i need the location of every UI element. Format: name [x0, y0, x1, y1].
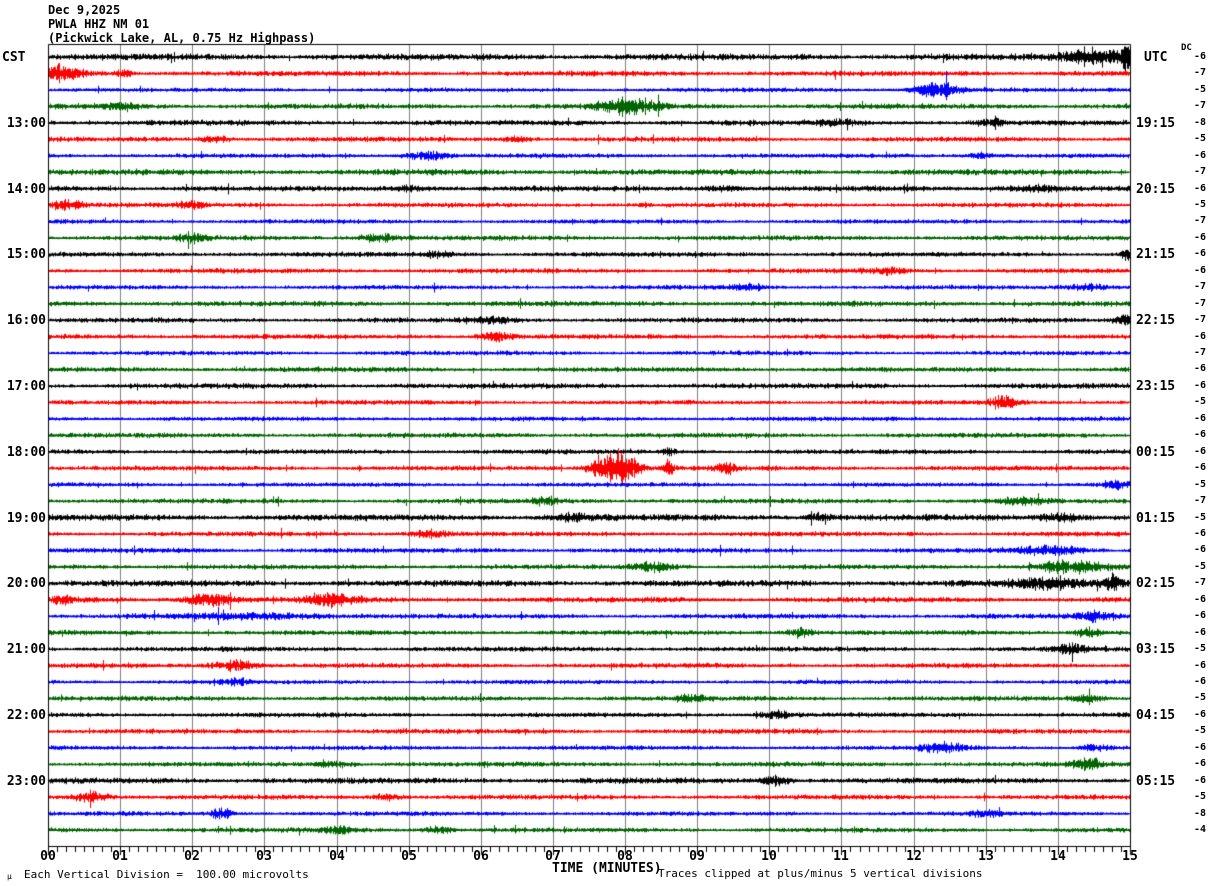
- right-time-label: 19:15: [1136, 115, 1176, 131]
- left-time-label: 17:00: [6, 378, 46, 394]
- dc-offset-value: -7: [1193, 281, 1206, 293]
- dc-offset-value: -7: [1193, 100, 1206, 112]
- left-time-label: 16:00: [6, 313, 46, 329]
- left-time-label: 18:00: [6, 444, 46, 460]
- dc-offset-value: -6: [1193, 330, 1206, 342]
- x-axis-tick-label: 07: [545, 849, 561, 864]
- dc-offset-value: -6: [1193, 774, 1206, 786]
- left-time-label: 21:00: [6, 642, 46, 658]
- dc-offset-value: -7: [1193, 67, 1206, 79]
- right-time-label: 03:15: [1136, 642, 1176, 658]
- x-axis-tick-label: 03: [256, 849, 272, 864]
- dc-offset-value: -6: [1193, 626, 1206, 638]
- dc-offset-value: -6: [1193, 593, 1206, 605]
- dc-offset-value: -5: [1193, 396, 1206, 408]
- x-axis-tick-label: 05: [401, 849, 417, 864]
- dc-offset-value: -8: [1193, 807, 1206, 819]
- title-station: PWLA HHZ NM 01: [48, 17, 150, 31]
- microvolt-mark: μ: [7, 872, 12, 881]
- x-axis-tick-label: 04: [329, 849, 345, 864]
- dc-offset-value: -5: [1193, 199, 1206, 211]
- left-time-label: 14:00: [6, 181, 46, 197]
- dc-offset-value: -5: [1193, 133, 1206, 145]
- dc-offset-value: -6: [1193, 462, 1206, 474]
- dc-offset-value: -5: [1193, 692, 1206, 704]
- dc-offset-value: -6: [1193, 708, 1206, 720]
- dc-offset-value: -6: [1193, 675, 1206, 687]
- dc-offset-value: -5: [1193, 511, 1206, 523]
- dc-offset-value: -6: [1193, 379, 1206, 391]
- dc-offset-value: -6: [1193, 429, 1206, 441]
- title-date: Dec 9,2025: [48, 3, 121, 17]
- right-time-label: 22:15: [1136, 313, 1176, 329]
- right-time-label: 05:15: [1136, 773, 1176, 789]
- dc-offset-value: -5: [1193, 478, 1206, 490]
- dc-offset-value: -6: [1193, 527, 1206, 539]
- x-axis-tick-label: 12: [906, 849, 922, 864]
- x-axis-tick-label: 11: [833, 849, 849, 864]
- dc-offset-value: -6: [1193, 231, 1206, 243]
- dc-offset-value: -6: [1193, 51, 1206, 62]
- dc-offset-value: -5: [1193, 791, 1206, 803]
- dc-offset-value: -6: [1193, 445, 1206, 457]
- x-axis-tick-label: 02: [184, 849, 200, 864]
- dc-offset-value: -5: [1193, 83, 1206, 95]
- dc-offset-value: -6: [1193, 149, 1206, 161]
- dc-offset-value: -7: [1193, 314, 1206, 326]
- dc-offset-value: -6: [1193, 741, 1206, 753]
- dc-offset-value: -4: [1193, 824, 1206, 835]
- left-time-label: 23:00: [6, 773, 46, 789]
- left-timezone-label: CST: [2, 50, 26, 65]
- right-time-label: 01:15: [1136, 510, 1176, 526]
- dc-offset-value: -5: [1193, 725, 1206, 737]
- dc-offset-value: -6: [1193, 544, 1206, 556]
- dc-offset-value: -6: [1193, 659, 1206, 671]
- right-time-label: 02:15: [1136, 576, 1176, 592]
- dc-offset-value: -8: [1193, 116, 1206, 128]
- dc-offset-value: -7: [1193, 166, 1206, 178]
- x-axis-tick-label: 06: [473, 849, 489, 864]
- dc-offset-value: -7: [1193, 577, 1206, 589]
- dc-offset-value: -6: [1193, 363, 1206, 375]
- dc-offset-value: -6: [1193, 412, 1206, 424]
- dc-offset-value: -7: [1193, 347, 1206, 359]
- dc-offset-value: -6: [1193, 610, 1206, 622]
- dc-offset-value: -6: [1193, 248, 1206, 260]
- x-axis-tick-label: 13: [978, 849, 994, 864]
- dc-offset-value: -6: [1193, 758, 1206, 770]
- dc-offset-value: -5: [1193, 560, 1206, 572]
- left-time-label: 15:00: [6, 247, 46, 263]
- right-time-label: 21:15: [1136, 247, 1176, 263]
- right-time-label: 00:15: [1136, 444, 1176, 460]
- scale-note: Each Vertical Division = 100.00 microvol…: [24, 868, 309, 881]
- right-time-label: 23:15: [1136, 378, 1176, 394]
- left-time-label: 22:00: [6, 707, 46, 723]
- right-time-label: 04:15: [1136, 707, 1176, 723]
- dc-offset-value: -7: [1193, 495, 1206, 507]
- dc-offset-header: DC: [1181, 43, 1192, 53]
- right-timezone-label: UTC: [1144, 50, 1168, 65]
- title-location: (Pickwick Lake, AL, 0.75 Hz Highpass): [48, 31, 316, 45]
- left-time-label: 19:00: [6, 510, 46, 526]
- x-axis-tick-label: 08: [617, 849, 633, 864]
- x-axis-title: TIME (MINUTES): [552, 861, 662, 876]
- left-time-label: 13:00: [6, 115, 46, 131]
- x-axis-tick-label: 14: [1050, 849, 1066, 864]
- left-time-label: 20:00: [6, 576, 46, 592]
- dc-offset-value: -7: [1193, 215, 1206, 227]
- x-axis-tick-label: 10: [761, 849, 777, 864]
- dc-offset-value: -6: [1193, 182, 1206, 194]
- x-axis-tick-label: 00: [40, 849, 56, 864]
- x-axis-tick-label: 15: [1122, 849, 1138, 864]
- clip-note: Traces clipped at plus/minus 5 vertical …: [658, 867, 983, 880]
- x-axis-tick-label: 09: [689, 849, 705, 864]
- right-time-label: 20:15: [1136, 181, 1176, 197]
- dc-offset-value: -6: [1193, 264, 1206, 276]
- dc-offset-value: -5: [1193, 643, 1206, 655]
- dc-offset-value: -7: [1193, 297, 1206, 309]
- x-axis-tick-label: 01: [112, 849, 128, 864]
